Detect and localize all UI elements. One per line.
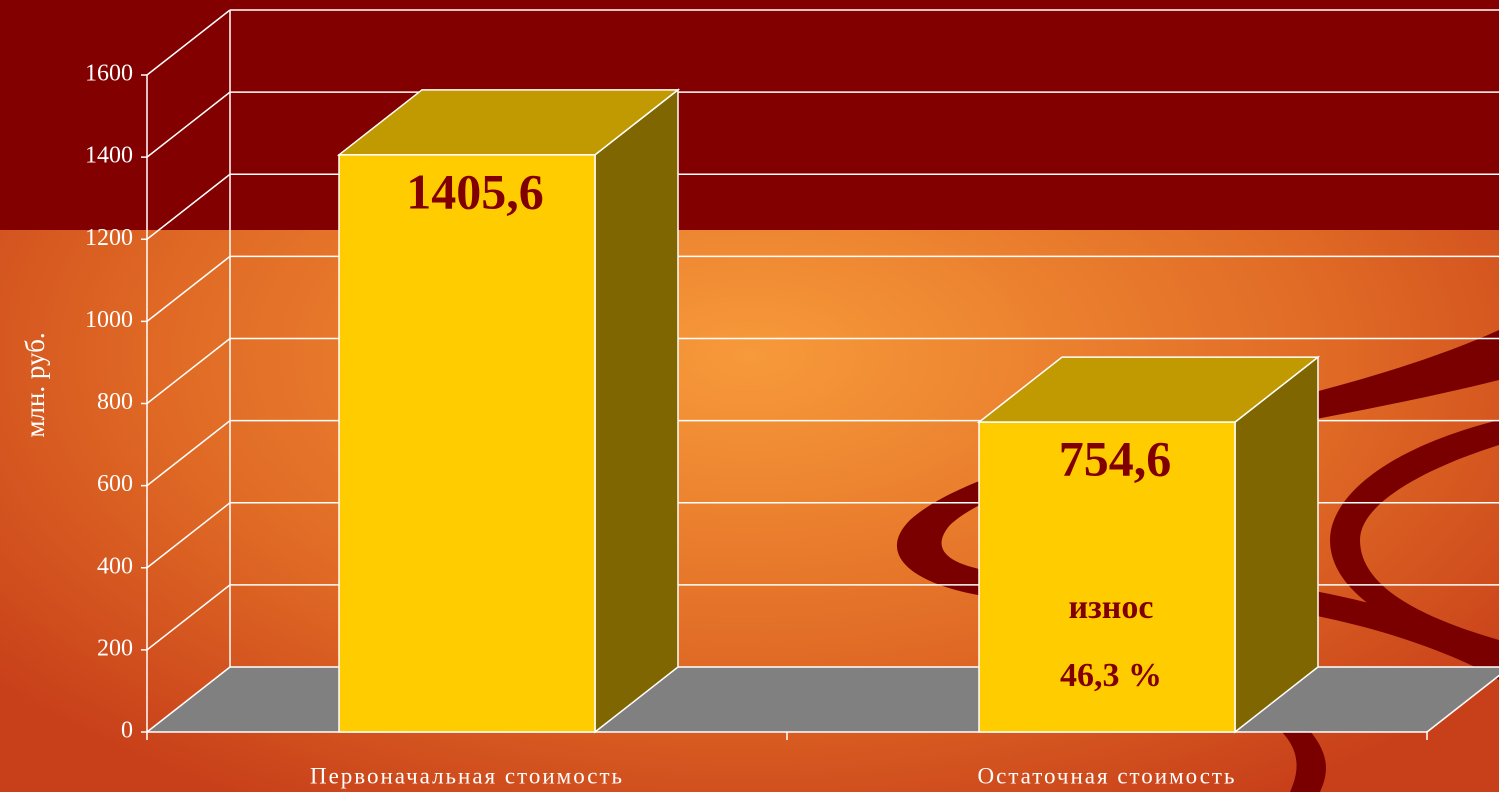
y-tick-label: 0 <box>121 718 133 744</box>
x-tick-label: Остаточная стоимость <box>978 763 1237 788</box>
annotation: 46,3 % <box>1060 657 1162 694</box>
y-tick-label: 1200 <box>85 225 133 251</box>
y-tick-label: 200 <box>97 635 133 661</box>
y-tick-label: 800 <box>97 389 133 415</box>
annotation: износ <box>1069 589 1154 626</box>
y-tick-label: 1400 <box>85 143 133 169</box>
bar-side <box>1235 357 1318 732</box>
bar <box>339 155 595 732</box>
chart: 0 200 400 600 800 1000 1200 1400 1600 Первоначаль… <box>0 0 1499 792</box>
value-label: 754,6 <box>1059 431 1172 487</box>
y-tick-label: 1600 <box>85 61 133 87</box>
y-axis-label: млн. руб. <box>20 332 50 437</box>
header-band <box>0 0 1499 230</box>
y-tick-label: 1000 <box>85 307 133 333</box>
y-tick-label: 600 <box>97 471 133 497</box>
value-label: 1405,6 <box>406 163 544 219</box>
bar-side <box>595 90 678 732</box>
x-tick-label: Первоначальная стоимость <box>310 763 624 788</box>
y-tick-label: 400 <box>97 553 133 579</box>
